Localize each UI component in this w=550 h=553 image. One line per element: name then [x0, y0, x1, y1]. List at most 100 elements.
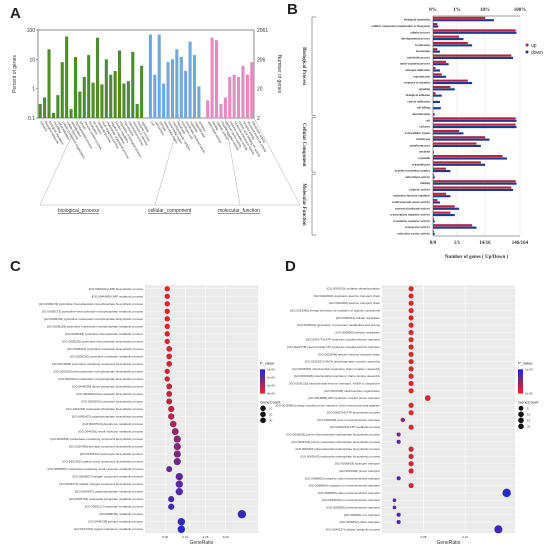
panel-b-bar-up — [433, 224, 473, 227]
panel-d-term-label: [GO:0009206] purine ribonucleoside triph… — [286, 433, 380, 437]
panel-d-point — [396, 432, 401, 437]
panel-b-bar-down — [433, 207, 460, 210]
panel-a-bar — [122, 83, 126, 118]
panel-c-point — [164, 308, 170, 314]
panel-c-size-legend-tick: 30 — [269, 418, 273, 422]
panel-a-category-label: cell part — [158, 121, 167, 132]
panel-a-bar — [232, 74, 236, 118]
panel-b-bar-down — [433, 94, 442, 97]
panel-c-point — [177, 518, 186, 526]
panel-b-category-label: antioxidant activity — [405, 175, 430, 179]
panel-a-bar — [69, 109, 73, 118]
panel-d-term-label: [GO:0019646] aerobic electron transport … — [318, 352, 380, 356]
panel-c-point — [168, 405, 175, 413]
panel-c-term-label: [GO:1901293] nucleoside phosphate biosyn… — [66, 407, 143, 411]
panel-b-horizontal-bar-chart: 0% 1% 10% 100% 0/0 1/1 14/16 146/164 Number of g… — [301, 8, 543, 260]
panel-b-bar-down — [433, 126, 517, 129]
panel-c-term-label: [GO:0044238] primary metabolic process — [88, 520, 143, 524]
panel-b-category-label: detoxification — [413, 112, 431, 116]
panel-d-term-label: [GO:0055085] transmembrane transport — [327, 505, 381, 509]
panel-d-point — [408, 307, 414, 314]
panel-b-bar-down — [433, 151, 434, 154]
panel-b-bar-down — [433, 163, 486, 166]
panel-b-bar-up — [433, 173, 434, 177]
panel-b-category-label: cellular process — [410, 30, 431, 34]
panel-b-group-bracket — [311, 117, 316, 173]
panel-a-group-divider — [224, 117, 241, 206]
panel-b-bottom-tick-label: 0/0 — [430, 241, 437, 246]
panel-a-bar — [140, 65, 144, 118]
panel-a-bar — [197, 86, 201, 118]
panel-b-bar-up — [433, 211, 451, 214]
panel-d-color-legend-tick: 1e-04 — [525, 367, 533, 371]
panel-b-bar-up — [433, 73, 442, 76]
panel-c-term-label: [GO:0006222] UMP biosynthetic process — [89, 287, 144, 291]
panel-b-category-label: transcription regulator activity — [390, 213, 430, 217]
panel-c-size-legend-dot — [260, 405, 266, 412]
panel-a-bar — [51, 112, 55, 118]
panel-b-category-label: membrane — [416, 137, 430, 141]
panel-d-point — [408, 410, 414, 416]
panel-a-plot-frame — [37, 29, 255, 119]
panel-c-size-legend-dot — [260, 417, 266, 424]
panel-d-point — [408, 380, 414, 387]
panel-b-bar-down — [433, 176, 435, 179]
panel-b-bar-down — [433, 25, 439, 28]
panel-c-point — [164, 286, 170, 292]
panel-b-bar-down — [433, 157, 507, 160]
panel-b-bar-up — [433, 85, 451, 89]
panel-b-bar-down — [433, 75, 447, 78]
panel-d-term-label: [GO:0006754] ATP biosynthetic process — [327, 411, 381, 415]
panel-b-top-tick-label: 10% — [480, 8, 490, 13]
panel-a-bar — [148, 34, 152, 118]
panel-d-point — [408, 329, 414, 335]
panel-a-bar — [87, 55, 91, 118]
panel-d-size-legend-title: GeneCount — [518, 399, 539, 404]
panel-c-term-label: [GO:0044281] small molecule metabolic pr… — [78, 430, 143, 434]
panel-c-point — [173, 450, 181, 458]
panel-d-term-label: [GO:0009201] ribonucleoside triphosphate… — [296, 447, 381, 451]
panel-d-term-label: [GO:0045333] cellular respiration — [336, 316, 380, 320]
panel-b-category-label: structural molecule activity — [395, 206, 431, 210]
panel-c-point — [169, 420, 177, 428]
panel-b-bar-up — [433, 48, 438, 51]
panel-c-point — [175, 488, 183, 496]
panel-d-color-legend-band — [518, 371, 523, 374]
panel-c-term-label: [GO:1901362] organic cyclic compound bio… — [62, 460, 143, 464]
panel-c-point — [166, 346, 173, 352]
panel-d-point — [408, 388, 414, 394]
panel-label-a: A — [10, 5, 21, 22]
panel-d-term-label: [GO:0010257] NADH dehydrogenase complex … — [305, 360, 381, 364]
panel-c-color-legend-tick: 2e-04 — [267, 375, 275, 379]
panel-a-group-divider — [39, 117, 81, 206]
panel-b-bar-up — [433, 155, 503, 158]
panel-d-color-legend-band — [518, 389, 523, 392]
panel-c-color-legend-band — [260, 373, 265, 376]
panel-d-color-legend-title: P_value — [518, 360, 533, 365]
panel-c-point — [173, 442, 181, 451]
panel-a-bar — [170, 59, 174, 118]
panel-c-point — [168, 413, 175, 420]
panel-b-category-label: biological adhesion — [406, 93, 431, 97]
panel-a-category-label: localization — [88, 121, 99, 136]
panel-d-term-label: [GO:0006811] ion transport — [344, 513, 380, 517]
panel-b-category-label: biological regulation — [404, 18, 431, 22]
panel-b-category-label: signaling — [418, 87, 430, 91]
panel-c-color-legend-title: P_value — [260, 360, 275, 365]
panel-b-group-label: Molecular Function — [301, 183, 306, 225]
panel-c-term-label: [GO:0006807] nitrogen compound metabolic… — [73, 475, 144, 479]
panel-d-point — [408, 286, 414, 292]
panel-d-size-legend-tick: 20 — [527, 424, 531, 428]
panel-a-bar — [78, 91, 82, 118]
panel-c-x-tick-label: 0.20 — [223, 535, 229, 539]
panel-b-category-label: metabolic process — [407, 55, 431, 59]
panel-a-y2-tick-label: 2 — [257, 116, 260, 122]
panel-b-group-bracket — [311, 16, 316, 116]
panel-a-bar — [95, 37, 100, 118]
panel-b-bar-up — [433, 29, 516, 32]
panel-c-point — [164, 368, 170, 375]
panel-b-category-label: transporter activity — [405, 225, 431, 229]
panel-d-size-legend-tick: 5 — [527, 406, 529, 410]
panel-a-bar — [210, 37, 214, 118]
panel-d-color-legend-band — [518, 373, 523, 376]
